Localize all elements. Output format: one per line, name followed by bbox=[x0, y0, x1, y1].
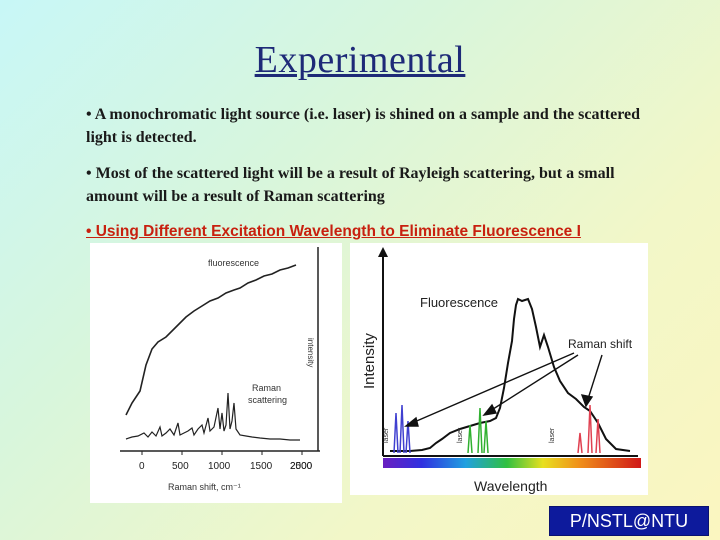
wavelength-label: Wavelength bbox=[474, 478, 547, 494]
raman-label-line1: Raman bbox=[252, 383, 281, 393]
tick-label: 2000 bbox=[290, 461, 313, 472]
intensity-label: Intensity bbox=[361, 333, 378, 389]
bullet-3: • Using Different Excitation Wavelength … bbox=[86, 223, 581, 240]
laser-peaks-red bbox=[577, 404, 601, 454]
slide-title: Experimental bbox=[254, 39, 466, 81]
intensity-axis-label: intensity bbox=[306, 338, 315, 367]
raman-shift-label: Raman shift bbox=[568, 337, 633, 351]
y-axis-arrow bbox=[378, 247, 388, 257]
spectrum-plot: fluorescence intensity Raman scattering … bbox=[120, 247, 320, 492]
raman-label-line2: scattering bbox=[248, 395, 287, 405]
raman-shift-arrows bbox=[404, 352, 603, 427]
bullet-1: • A monochromatic light source (i.e. las… bbox=[86, 106, 641, 146]
wavelength-diagram: Intensity Wavelength laser laser laser F… bbox=[361, 247, 641, 494]
x-ticks bbox=[141, 451, 303, 455]
laser-label-green: laser bbox=[457, 427, 464, 443]
footer-badge: P/NSTL@NTU bbox=[549, 506, 709, 536]
tick-label: 1000 bbox=[208, 461, 231, 472]
fluorescence-label: fluorescence bbox=[208, 258, 259, 268]
fluorescence-curve bbox=[125, 264, 297, 416]
raman-scattering-curve bbox=[125, 392, 300, 441]
figure-excitation-wavelength-diagram: Intensity Wavelength laser laser laser F… bbox=[350, 243, 648, 495]
figure-fluorescence-raman-spectrum: fluorescence intensity Raman scattering … bbox=[90, 243, 342, 503]
laser-peaks-blue bbox=[393, 404, 411, 454]
laser-label-blue: laser bbox=[383, 427, 390, 443]
laser-peaks-green bbox=[467, 407, 489, 454]
laser-label-red: laser bbox=[549, 427, 556, 443]
x-axis-label: Raman shift, cm⁻¹ bbox=[168, 482, 241, 492]
fluorescence-curve bbox=[390, 297, 631, 452]
bullet-2: • Most of the scattered light will be a … bbox=[86, 165, 615, 205]
tick-label: 500 bbox=[172, 461, 189, 472]
fluorescence-label: Fluorescence bbox=[420, 295, 498, 310]
tick-label: 0 bbox=[139, 461, 145, 472]
visible-spectrum-bar bbox=[383, 458, 641, 468]
tick-label: 2500 bbox=[290, 461, 313, 472]
tick-label: 1500 bbox=[250, 461, 273, 472]
